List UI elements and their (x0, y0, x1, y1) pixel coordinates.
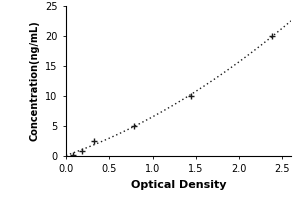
X-axis label: Optical Density: Optical Density (131, 180, 226, 190)
Y-axis label: Concentration(ng/mL): Concentration(ng/mL) (30, 21, 40, 141)
